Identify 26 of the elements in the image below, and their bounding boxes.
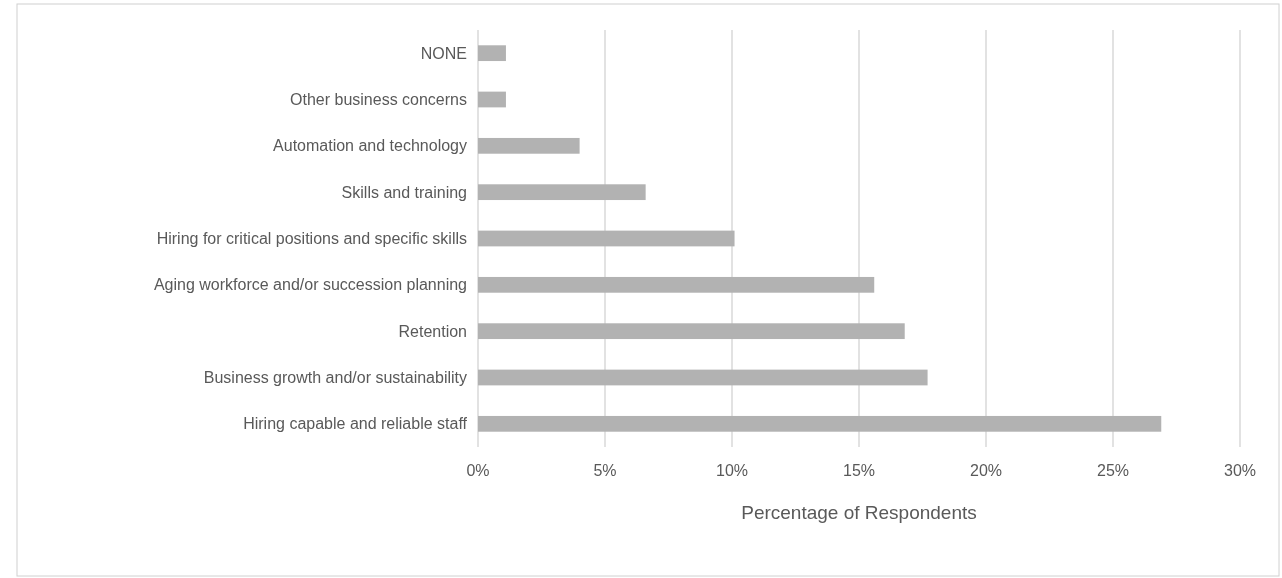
y-tick-label: Retention <box>398 322 467 340</box>
x-tick-label: 0% <box>466 462 490 479</box>
x-tick-label: 30% <box>1223 462 1257 479</box>
y-tick-label: Other business concerns <box>290 91 467 109</box>
x-tick-label: 20% <box>969 462 1003 479</box>
bar <box>478 415 1162 432</box>
bar <box>478 184 646 201</box>
x-axis-title: Percentage of Respondents <box>741 502 977 523</box>
bar <box>478 91 506 108</box>
bar <box>478 369 928 386</box>
y-tick-label: Skills and training <box>341 183 467 201</box>
bar <box>478 230 735 247</box>
bar <box>478 137 580 154</box>
bar <box>478 276 875 293</box>
x-tick-label: 5% <box>593 462 617 479</box>
y-tick-label: Automation and technology <box>273 137 467 155</box>
x-tick-label: 15% <box>842 462 876 479</box>
x-tick-label: 25% <box>1096 462 1130 479</box>
y-tick-label: Business growth and/or sustainability <box>203 369 467 387</box>
y-tick-label: Hiring for critical positions and specific skills <box>156 230 467 248</box>
y-tick-label: Hiring capable and reliable staff <box>243 415 468 433</box>
y-tick-label: Aging workforce and/or succession planning <box>153 276 467 294</box>
bar <box>478 45 506 62</box>
x-tick-label: 10% <box>715 462 749 479</box>
y-tick-label: NONE <box>420 44 467 62</box>
bar <box>478 323 905 340</box>
